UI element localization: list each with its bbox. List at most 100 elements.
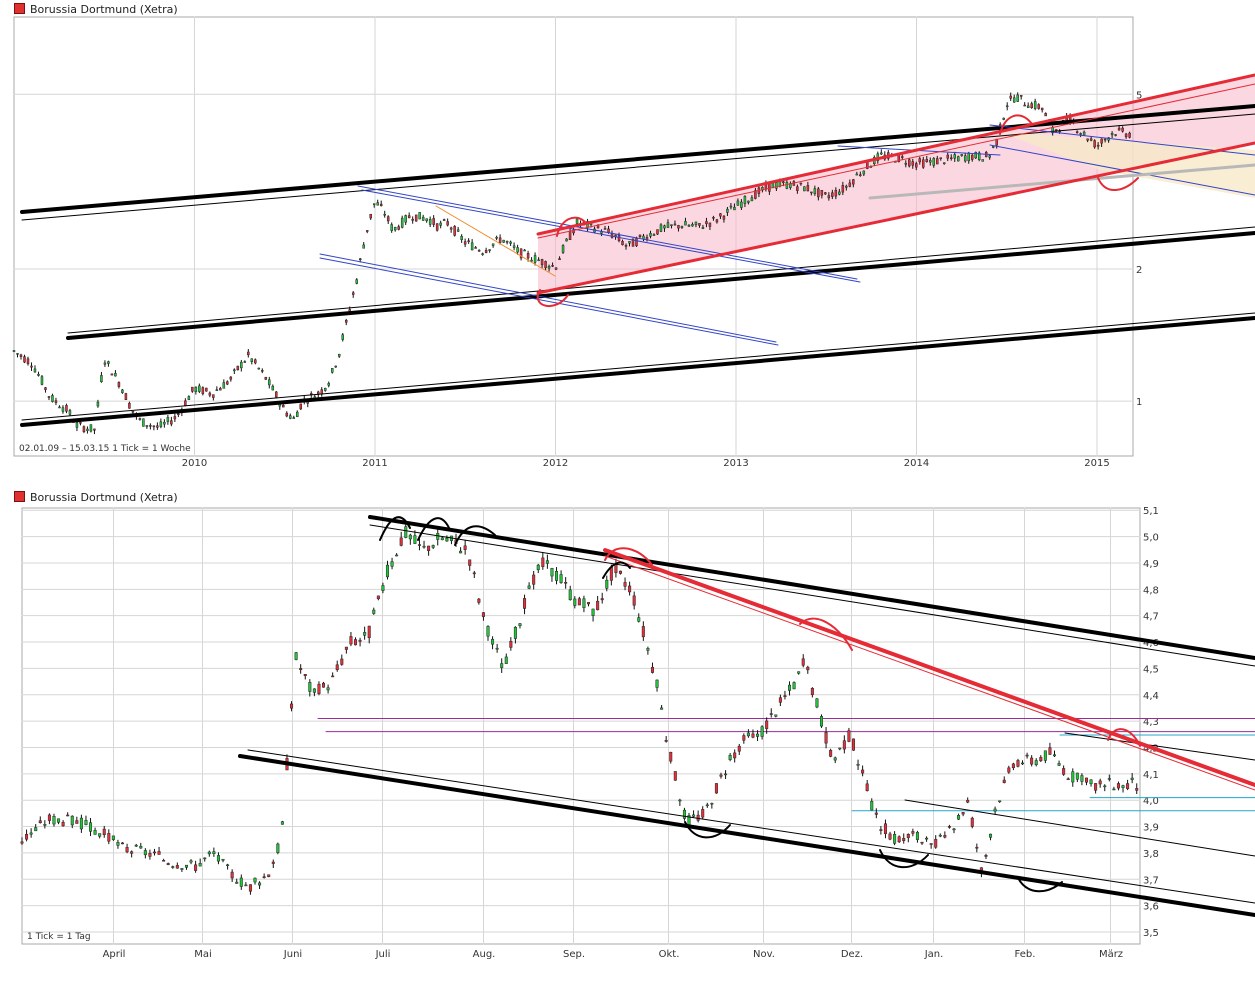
weekly-candle [708, 222, 712, 227]
daily-candle [989, 833, 993, 838]
daily-candle [559, 574, 563, 583]
daily-candle [586, 602, 591, 605]
daily-x-tick-label: Mai [194, 949, 212, 960]
daily-candle [404, 526, 408, 538]
weekly-candle [289, 415, 292, 419]
daily-candle [929, 843, 933, 845]
weekly-candle [481, 253, 484, 255]
daily-candle [216, 855, 220, 862]
weekly-candle [904, 162, 908, 165]
daily-candle [829, 750, 833, 757]
weekly-candle [1009, 95, 1012, 99]
daily-candle [408, 534, 412, 540]
daily-candle [203, 857, 207, 860]
weekly-candle [12, 350, 16, 352]
weekly-candle [544, 261, 547, 269]
weekly-candle [537, 259, 540, 262]
weekly-candle [418, 212, 421, 220]
daily-candle [1048, 747, 1052, 755]
daily-candle [262, 876, 266, 878]
weekly-candle [19, 354, 23, 357]
weekly-candle [474, 247, 477, 249]
daily-candle [673, 771, 677, 781]
weekly-candle [177, 413, 180, 416]
daily-candle [819, 716, 824, 727]
daily-candle [737, 745, 741, 752]
weekly-candle [435, 223, 439, 231]
weekly-candle [1096, 144, 1100, 147]
daily-candle [440, 537, 444, 541]
weekly-candle [1040, 107, 1044, 111]
weekly-candle [575, 218, 579, 224]
weekly-red-swing-mark [999, 114, 1033, 135]
weekly-candle [936, 158, 939, 165]
weekly-candle [145, 425, 149, 427]
weekly-candle [467, 240, 470, 242]
weekly-candle [484, 250, 488, 253]
weekly-candle [698, 223, 701, 226]
weekly-candle [75, 422, 79, 428]
weekly-candle [568, 231, 572, 241]
daily-candle [390, 561, 394, 567]
weekly-candle [23, 356, 26, 363]
daily-candle [769, 713, 773, 715]
daily-candle [1135, 788, 1139, 791]
daily-candle [417, 544, 421, 546]
weekly-x-tick-label: 2015 [1084, 458, 1109, 469]
daily-y-tick-label: 5,1 [1143, 506, 1159, 517]
daily-candle [276, 843, 280, 853]
daily-candle [874, 812, 878, 815]
daily-candle [545, 560, 549, 564]
daily-y-tick-label: 3,6 [1143, 902, 1159, 913]
daily-x-tick-label: Dez. [841, 949, 863, 960]
weekly-candle [1033, 101, 1037, 109]
daily-candle [710, 802, 714, 805]
weekly-candle [393, 226, 397, 231]
daily-black-swing-mark [454, 525, 496, 546]
daily-candle [207, 851, 211, 855]
weekly-candle [93, 428, 96, 431]
weekly-candle [275, 391, 278, 398]
daily-candle [495, 647, 499, 650]
daily-candle [1034, 760, 1038, 766]
daily-candle [194, 864, 198, 871]
daily-candle [175, 865, 179, 869]
daily-y-tick-label: 3,8 [1143, 849, 1159, 860]
daily-candle [335, 664, 339, 671]
weekly-candle [694, 221, 698, 226]
daily-candle [838, 747, 842, 750]
weekly-black-trendline-middle [66, 231, 1255, 340]
daily-candle [756, 733, 760, 737]
daily-candle [344, 646, 348, 650]
weekly-blue-trendline-b [361, 189, 861, 283]
weekly-candle [691, 224, 694, 227]
daily-candle [248, 884, 252, 892]
weekly-candle [747, 200, 750, 203]
daily-candle [422, 545, 426, 548]
weekly-candle [1016, 94, 1019, 102]
weekly-candle [1019, 95, 1023, 97]
daily-y-tick-label: 4,0 [1143, 796, 1159, 807]
daily-candle [952, 828, 956, 831]
weekly-candle [729, 205, 733, 208]
weekly-candle [121, 389, 124, 393]
weekly-candle [726, 208, 729, 213]
weekly-candle [512, 245, 516, 248]
weekly-candle [908, 159, 911, 167]
daily-candle [1030, 757, 1034, 765]
weekly-black-trendline-upper [20, 104, 1255, 214]
daily-candle [993, 808, 997, 812]
daily-candle [340, 658, 344, 665]
daily-candle [998, 800, 1002, 803]
daily-candle [322, 682, 326, 688]
daily-candle [98, 833, 102, 837]
weekly-candle [488, 249, 491, 251]
weekly-candle [128, 402, 131, 409]
daily-red-trendline [603, 548, 1255, 787]
daily-x-tick-label: Jan. [924, 949, 944, 960]
weekly-candle [1121, 127, 1124, 132]
weekly-candle [1023, 104, 1026, 107]
daily-candle [527, 585, 531, 589]
weekly-candle [621, 241, 624, 246]
daily-candle [431, 545, 435, 548]
